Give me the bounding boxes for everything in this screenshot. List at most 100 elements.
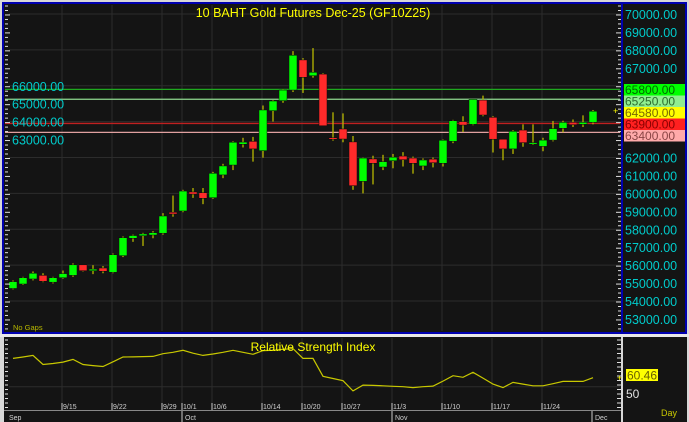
- candle-up: [18, 277, 28, 285]
- candle-down: [518, 129, 528, 143]
- price-tick-label: 60000.00: [625, 187, 677, 201]
- candle-up: [578, 122, 588, 125]
- candle-up: [58, 273, 68, 278]
- price-tick-label: 68000.00: [625, 44, 677, 58]
- level-lines: [5, 88, 620, 134]
- date-axis-labels: 9/15 9/22 9/29 10/1 10/6 10/14 10/20 10/27 11/3 1…: [9, 403, 608, 422]
- level-badge-label: 64580.00: [625, 106, 675, 120]
- month-label: Nov: [395, 415, 408, 422]
- candle-down: [488, 117, 498, 140]
- price-tick-label: 58000.00: [625, 223, 677, 237]
- candle-up: [558, 122, 568, 129]
- level-badge: [624, 107, 685, 119]
- price-tick-label: 65000.00: [12, 98, 64, 112]
- candle-down: [368, 158, 378, 164]
- candle-up: [8, 281, 18, 289]
- candle-up: [218, 165, 228, 176]
- candle-up: [28, 272, 38, 280]
- level-badge-label: 63900.00: [625, 118, 675, 132]
- candle-up: [438, 140, 448, 164]
- level-badge: [624, 95, 685, 107]
- price-tick-label: 67000.00: [625, 62, 677, 76]
- level-badge: [624, 84, 685, 96]
- date-label: 11/3: [393, 404, 406, 411]
- rsi-plot-area[interactable]: [4, 337, 621, 410]
- candle-down: [478, 99, 488, 116]
- candle-down: [188, 191, 198, 195]
- level-badge-label: 65250.00: [625, 95, 675, 109]
- candle-down: [458, 121, 468, 126]
- no-gaps-label: No Gaps: [13, 323, 43, 332]
- period-label[interactable]: Day: [661, 408, 678, 418]
- candle-up: [48, 277, 58, 283]
- rsi-title: Relative Strength Index: [251, 340, 376, 354]
- candle-down: [98, 267, 108, 272]
- candle-up: [358, 157, 368, 182]
- candle-up: [258, 109, 268, 151]
- candle-up: [178, 190, 188, 212]
- candle-down: [168, 211, 178, 215]
- candle-up: [278, 89, 288, 101]
- price-tick-label: 64000.00: [12, 116, 64, 130]
- rsi-last-marker: +: [617, 373, 622, 383]
- candle-down: [248, 141, 258, 150]
- candle-up: [138, 233, 148, 236]
- candle-down: [328, 137, 338, 140]
- rsi-axis-ticks: [5, 339, 621, 408]
- candle-down: [428, 158, 438, 163]
- price-tick-label: 59000.00: [625, 205, 677, 219]
- price-tick-label: 62000.00: [625, 152, 677, 166]
- month-axis[interactable]: [4, 411, 621, 422]
- rsi-value-label: 60.46: [627, 369, 657, 383]
- candle-up: [378, 161, 388, 168]
- price-tick-label: 57000.00: [625, 241, 677, 255]
- candle-up: [508, 131, 518, 150]
- candle-up: [158, 215, 168, 234]
- candle-down: [408, 157, 418, 164]
- candle-up: [588, 110, 598, 123]
- date-label: 9/29: [163, 404, 177, 411]
- candle-up: [528, 142, 538, 145]
- date-label: 10/6: [213, 404, 227, 411]
- candle-up: [118, 237, 128, 256]
- candle-down: [298, 59, 308, 78]
- price-axis-ticks: [616, 5, 621, 330]
- price-axis-labels: 70000.00 69000.00 68000.00 67000.00 66000.00…: [12, 8, 677, 327]
- candle-up: [468, 99, 478, 125]
- level-badge: [624, 130, 685, 142]
- candle-up: [148, 232, 158, 236]
- candle-down: [198, 192, 208, 199]
- candlesticks: [8, 48, 598, 290]
- candle-down: [348, 141, 358, 186]
- date-label: 11/24: [543, 404, 560, 411]
- candle-up: [238, 141, 248, 145]
- price-tick-label: 54000.00: [625, 295, 677, 309]
- panel-separator[interactable]: [0, 334, 689, 337]
- price-axis-panel[interactable]: [623, 4, 685, 332]
- level-badge-label: 63400.00: [625, 129, 675, 143]
- x-axis-divider: [4, 410, 621, 411]
- candle-down: [38, 275, 48, 282]
- date-label: 10/14: [263, 404, 281, 411]
- candle-up: [88, 268, 98, 271]
- candle-up: [68, 264, 78, 276]
- price-tick-label: 69000.00: [625, 26, 677, 40]
- candle-up: [388, 156, 398, 161]
- candle-down: [568, 122, 578, 125]
- price-tick-label: 66000.00: [12, 80, 64, 94]
- left-tick-strip: [5, 5, 10, 330]
- candle-down: [78, 264, 88, 271]
- candle-down: [338, 128, 348, 140]
- candle-up: [108, 254, 118, 273]
- date-label: 11/10: [443, 404, 460, 411]
- price-tick-label: 53000.00: [625, 313, 677, 327]
- candle-up: [448, 120, 458, 142]
- date-label: 9/22: [113, 404, 127, 411]
- candle-up: [288, 55, 298, 91]
- price-tick-label: 61000.00: [625, 169, 677, 183]
- candle-up: [208, 173, 218, 198]
- level-badge-label: 65800.00: [625, 83, 675, 97]
- level-labels: 65800.0065250.0064580.0063900.0063400.00…: [613, 83, 685, 143]
- rsi-value-badge: [626, 369, 658, 381]
